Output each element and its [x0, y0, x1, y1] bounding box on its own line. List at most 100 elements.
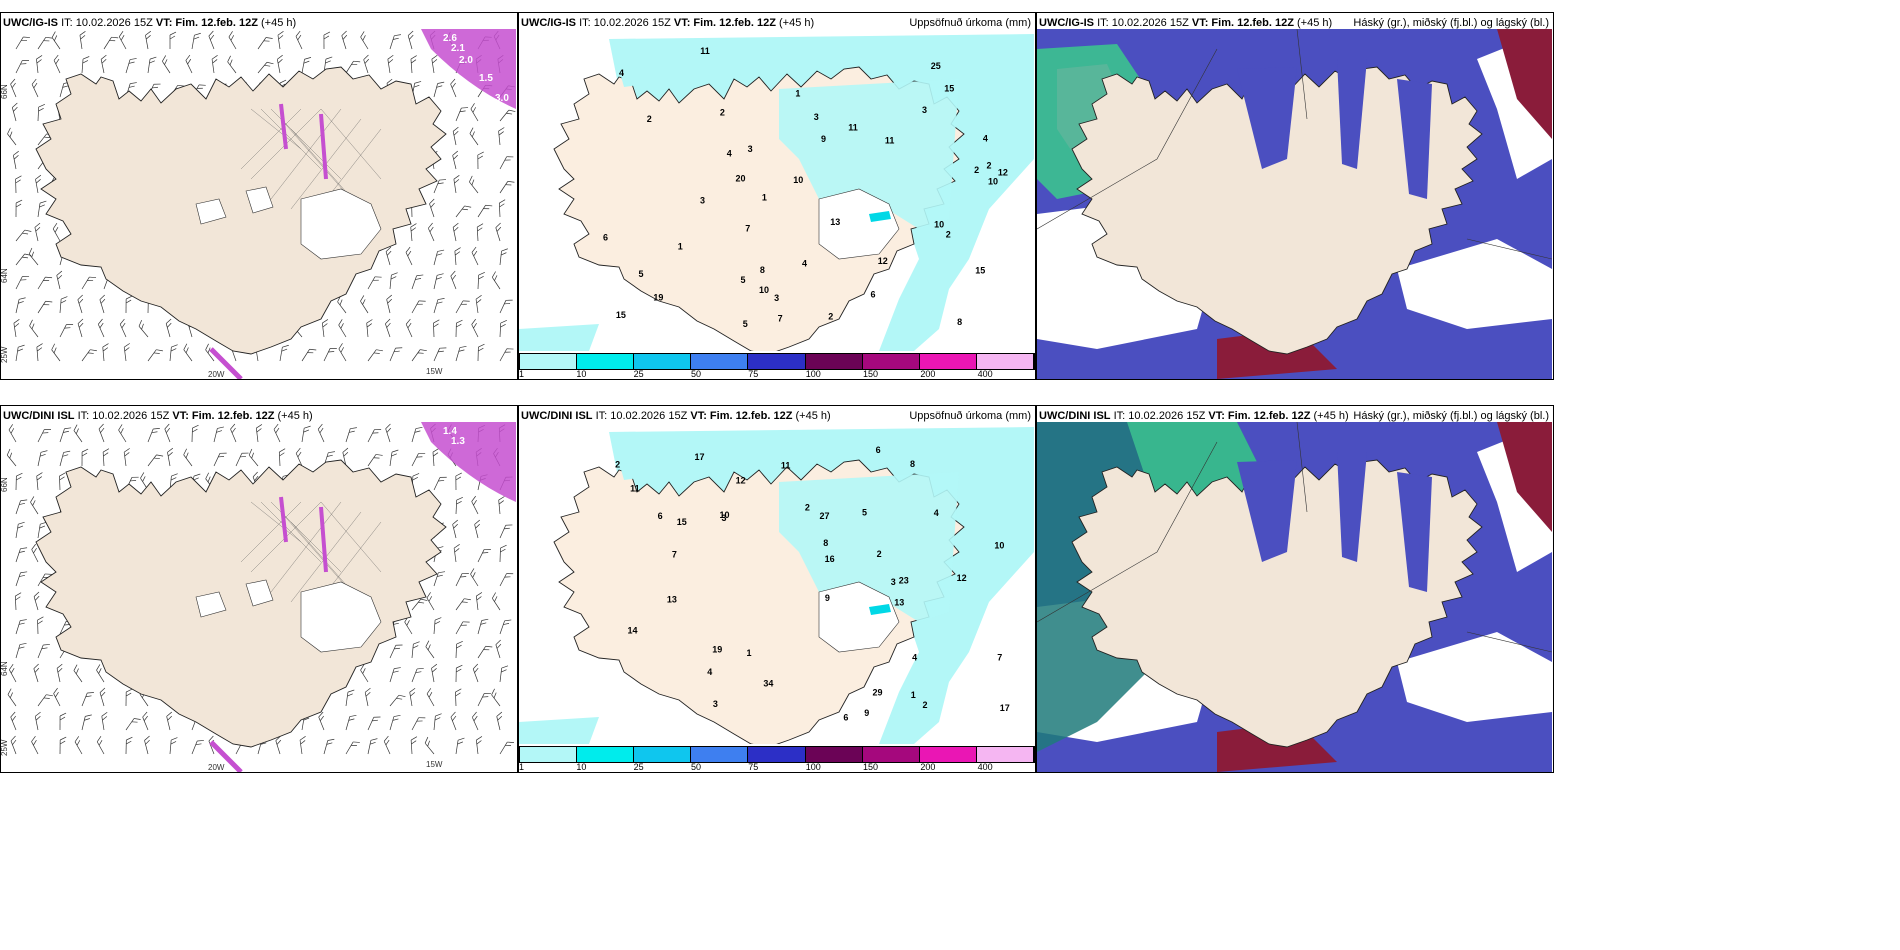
precip-value-label: 2 [647, 114, 652, 124]
precip-value-label: 9 [864, 708, 869, 718]
precip-value-label: 2 [720, 108, 725, 118]
init-time: IT: 10.02.2026 15Z [1097, 17, 1189, 29]
precip-value-label: 3 [891, 577, 896, 587]
precip-value-label: 16 [825, 554, 835, 564]
precip-value-label: 15 [975, 265, 985, 275]
precip-value-label: 7 [745, 224, 750, 234]
precip-value-label: 20 [736, 174, 746, 184]
precip-value-label: 10 [994, 540, 1004, 550]
colorbar-swatch [805, 354, 863, 369]
precip-value-label: 4 [707, 667, 712, 677]
precip-value-label: 2 [877, 549, 882, 559]
precip-value-label: 5 [743, 319, 748, 329]
panel-subtitle: Háský (gr.), miðský (fj.bl.) og lágský (… [1353, 17, 1549, 29]
valid-time: Fim. 12.feb. 12Z [1227, 410, 1311, 422]
lead-time: (+45 h) [779, 17, 815, 29]
colorbar-label: 150 [863, 762, 879, 772]
colorbar-label: 400 [977, 762, 993, 772]
colorbar-swatch [862, 354, 920, 369]
precip-value-label: 29 [873, 687, 883, 697]
colorbar-swatch [520, 354, 578, 369]
precip-value-label: 6 [603, 232, 608, 242]
colorbar-swatch [748, 747, 806, 762]
lat-label-66: 66N [1, 477, 9, 492]
lat-label-63: 25W [1, 739, 9, 756]
colorbar-swatch [634, 747, 692, 762]
lat-label-66: 66N [1, 84, 9, 99]
precip-value-label: 25 [931, 61, 941, 71]
precip-colorbar: 1 10 25 50 75 100 150 200 400 [519, 353, 1035, 379]
precip-value-label: 14 [628, 625, 638, 635]
precip-value-label: 13 [830, 217, 840, 227]
precip-value-label: 7 [672, 550, 677, 560]
lead-time: (+45 h) [1297, 17, 1333, 29]
model-name: UWC/DINI ISL [3, 410, 75, 422]
valid-time: Fim. 12.feb. 12Z [1211, 17, 1294, 29]
panel-title: UWC/DINI ISL IT: 10.02.2026 15Z VT: Fim.… [1039, 410, 1349, 422]
panel-subtitle: Háský (gr.), miðský (fj.bl.) og lágský (… [1353, 410, 1549, 422]
precip-value-label: 11 [700, 46, 710, 56]
precip-value-label: 11 [885, 135, 895, 145]
valid-time: Fim. 12.feb. 12Z [693, 17, 776, 29]
precip-value-label: 3 [748, 144, 753, 154]
precip-value-label: 8 [760, 265, 765, 275]
lead-time: (+45 h) [1313, 410, 1349, 422]
colorbar-label: 10 [576, 369, 587, 379]
precip-value-label: 2 [987, 161, 992, 171]
precip-value-label: 10 [759, 285, 769, 295]
precip-value-label: 4 [912, 653, 917, 663]
model-name: UWC/IG-IS [521, 17, 576, 29]
colorbar-label: 25 [633, 762, 644, 772]
precip-value-label: 9 [821, 134, 826, 144]
wind-value-label: 2.6 [443, 33, 457, 44]
colorbar-swatch [577, 354, 635, 369]
precip-value-label: 13 [667, 594, 677, 604]
precip-value-label: 1 [747, 648, 752, 658]
precip-value-label: 7 [997, 652, 1002, 662]
iceland-land [35, 459, 447, 748]
precip-map: 1234523191512111076423578910111525201312… [519, 29, 1034, 351]
precip-value-label: 1 [911, 690, 916, 700]
precip-value-label: 3 [922, 105, 927, 115]
precip-value-label: 3 [722, 513, 727, 523]
colorbar-label: 100 [805, 762, 821, 772]
precip-value-label: 4 [934, 508, 939, 518]
precip-value-label: 5 [741, 275, 746, 285]
precip-value-label: 13 [894, 598, 904, 608]
colorbar-swatch [976, 354, 1034, 369]
precip-value-label: 8 [910, 459, 915, 469]
precip-value-label: 2 [828, 312, 833, 322]
precip-value-label: 9 [825, 593, 830, 603]
valid-time-label: VT: [673, 17, 691, 29]
precip-panel: UWC/IG-IS IT: 10.02.2026 15Z VT: Fim. 12… [518, 12, 1036, 380]
precip-value-label: 6 [871, 290, 876, 300]
colorbar-label: 50 [690, 369, 701, 379]
precip-value-label: 10 [934, 219, 944, 229]
precip-colorbar: 1 10 25 50 75 100 150 200 400 [519, 746, 1035, 772]
colorbar-label: 75 [748, 762, 759, 772]
precip-value-label: 6 [843, 713, 848, 723]
precip-value-label: 3 [713, 699, 718, 709]
precip-value-label: 2 [805, 502, 810, 512]
precip-value-label: 17 [1000, 703, 1010, 713]
lon-label-20: 20W [208, 763, 225, 772]
valid-time-label: VT: [1191, 17, 1209, 29]
valid-time-label: VT: [690, 410, 707, 422]
valid-time: Fim. 12.feb. 12Z [709, 410, 793, 422]
panel-subtitle: Uppsöfnuð úrkoma (mm) [909, 410, 1031, 422]
precip-value-label: 10 [988, 176, 998, 186]
colorbar-label: 1 [519, 369, 525, 379]
precip-value-label: 34 [763, 678, 773, 688]
colorbar-label: 1 [519, 762, 525, 772]
model-name: UWC/IG-IS [1039, 17, 1094, 29]
colorbar-swatch [577, 747, 635, 762]
precip-value-label: 2 [615, 460, 620, 470]
colorbar-swatch [748, 354, 806, 369]
precip-value-label: 10 [720, 510, 730, 520]
panel-title: UWC/DINI ISL IT: 10.02.2026 15Z VT: Fim.… [521, 410, 831, 422]
precip-value-label: 3 [774, 293, 779, 303]
colorbar-label: 150 [863, 369, 879, 379]
wind-map: 1.41.3 66N 64N 25W 20W 15W [1, 422, 516, 772]
precip-value-label: 10 [793, 175, 803, 185]
wind-panel: UWC/IG-IS IT: 10.02.2026 15Z VT: Fim. 12… [0, 12, 518, 380]
